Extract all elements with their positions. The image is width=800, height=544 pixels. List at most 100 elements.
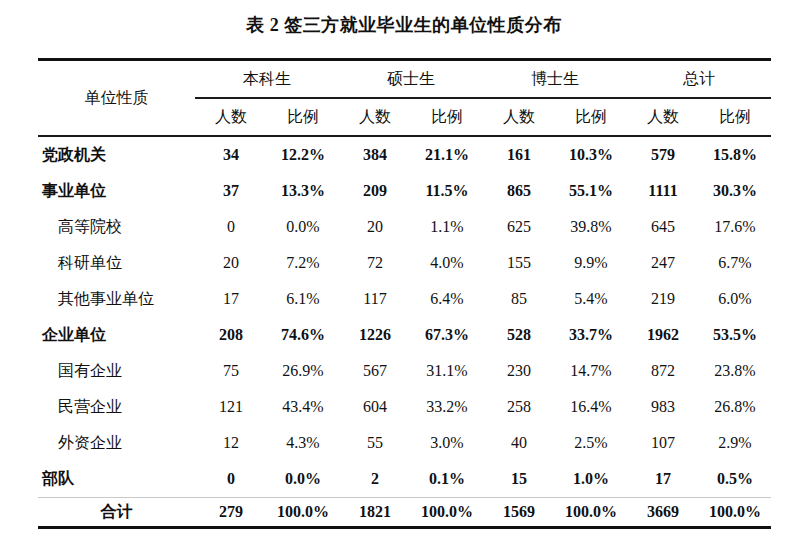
count-cell: 230 [483, 353, 555, 389]
ratio-cell: 7.2% [267, 245, 339, 281]
ratio-cell: 6.1% [267, 281, 339, 317]
count-cell: 107 [627, 425, 699, 461]
count-cell: 15 [483, 461, 555, 498]
count-cell: 528 [483, 317, 555, 353]
count-cell: 219 [627, 281, 699, 317]
count-cell: 384 [339, 136, 411, 173]
ratio-cell: 0.5% [699, 461, 771, 498]
count-cell: 20 [339, 209, 411, 245]
group-header-total: 总计 [627, 60, 771, 99]
count-cell: 567 [339, 353, 411, 389]
table-row: 科研单位207.2%724.0%1559.9%2476.7% [38, 245, 771, 281]
ratio-cell: 11.5% [411, 173, 483, 209]
ratio-cell: 53.5% [699, 317, 771, 353]
count-cell: 37 [195, 173, 267, 209]
row-label: 国有企业 [38, 353, 195, 389]
subheader-count: 人数 [195, 98, 267, 136]
row-label: 其他事业单位 [38, 281, 195, 317]
table-row: 高等院校00.0%201.1%62539.8%64517.6% [38, 209, 771, 245]
count-cell: 85 [483, 281, 555, 317]
count-cell: 155 [483, 245, 555, 281]
ratio-cell: 33.2% [411, 389, 483, 425]
ratio-cell: 15.8% [699, 136, 771, 173]
table-header: 单位性质 本科生 硕士生 博士生 总计 人数 比例 人数 比例 人数 比例 人数… [38, 60, 771, 137]
row-label: 外资企业 [38, 425, 195, 461]
ratio-cell: 30.3% [699, 173, 771, 209]
count-cell: 247 [627, 245, 699, 281]
ratio-cell: 14.7% [555, 353, 627, 389]
subheader-count: 人数 [627, 98, 699, 136]
ratio-cell: 31.1% [411, 353, 483, 389]
ratio-cell: 100.0% [411, 498, 483, 528]
group-header-row: 单位性质 本科生 硕士生 博士生 总计 [38, 60, 771, 99]
count-cell: 1962 [627, 317, 699, 353]
ratio-cell: 4.3% [267, 425, 339, 461]
count-cell: 1111 [627, 173, 699, 209]
subheader-ratio: 比例 [699, 98, 771, 136]
row-label: 高等院校 [38, 209, 195, 245]
table-row: 民营企业12143.4%60433.2%25816.4%98326.8% [38, 389, 771, 425]
count-cell: 12 [195, 425, 267, 461]
ratio-cell: 1.0% [555, 461, 627, 498]
count-cell: 72 [339, 245, 411, 281]
ratio-cell: 100.0% [267, 498, 339, 528]
count-cell: 3669 [627, 498, 699, 528]
ratio-cell: 55.1% [555, 173, 627, 209]
subheader-ratio: 比例 [411, 98, 483, 136]
row-label: 民营企业 [38, 389, 195, 425]
count-cell: 865 [483, 173, 555, 209]
subheader-ratio: 比例 [267, 98, 339, 136]
subheader-count: 人数 [483, 98, 555, 136]
ratio-cell: 10.3% [555, 136, 627, 173]
table-row: 其他事业单位176.1%1176.4%855.4%2196.0% [38, 281, 771, 317]
row-label: 科研单位 [38, 245, 195, 281]
row-label: 企业单位 [38, 317, 195, 353]
count-cell: 604 [339, 389, 411, 425]
ratio-cell: 26.9% [267, 353, 339, 389]
ratio-cell: 43.4% [267, 389, 339, 425]
ratio-cell: 4.0% [411, 245, 483, 281]
ratio-cell: 0.0% [267, 461, 339, 498]
table-row: 企业单位20874.6%122667.3%52833.7%196253.5% [38, 317, 771, 353]
table-row: 部队00.0%20.1%151.0%170.5% [38, 461, 771, 498]
count-cell: 209 [339, 173, 411, 209]
table-row: 国有企业7526.9%56731.1%23014.7%87223.8% [38, 353, 771, 389]
ratio-cell: 1.1% [411, 209, 483, 245]
ratio-cell: 100.0% [699, 498, 771, 528]
count-cell: 2 [339, 461, 411, 498]
count-cell: 625 [483, 209, 555, 245]
count-cell: 279 [195, 498, 267, 528]
count-cell: 20 [195, 245, 267, 281]
group-header-doctor: 博士生 [483, 60, 627, 99]
ratio-cell: 26.8% [699, 389, 771, 425]
ratio-cell: 67.3% [411, 317, 483, 353]
count-cell: 17 [195, 281, 267, 317]
ratio-cell: 5.4% [555, 281, 627, 317]
document-page: 表 2 签三方就业毕业生的单位性质分布 单位性质 本科生 硕士生 博士生 总计 … [0, 0, 800, 544]
count-cell: 579 [627, 136, 699, 173]
ratio-cell: 6.4% [411, 281, 483, 317]
count-cell: 0 [195, 461, 267, 498]
ratio-cell: 33.7% [555, 317, 627, 353]
count-cell: 0 [195, 209, 267, 245]
row-label: 党政机关 [38, 136, 195, 173]
count-cell: 34 [195, 136, 267, 173]
count-cell: 1226 [339, 317, 411, 353]
count-cell: 258 [483, 389, 555, 425]
subheader-ratio: 比例 [555, 98, 627, 136]
subheader-count: 人数 [339, 98, 411, 136]
group-header-master: 硕士生 [339, 60, 483, 99]
table-row: 事业单位3713.3%20911.5%86555.1%111130.3% [38, 173, 771, 209]
row-label: 合计 [38, 498, 195, 528]
count-cell: 55 [339, 425, 411, 461]
table-row: 党政机关3412.2%38421.1%16110.3%57915.8% [38, 136, 771, 173]
ratio-cell: 2.9% [699, 425, 771, 461]
count-cell: 1821 [339, 498, 411, 528]
table-body: 党政机关3412.2%38421.1%16110.3%57915.8%事业单位3… [38, 136, 771, 528]
ratio-cell: 0.0% [267, 209, 339, 245]
count-cell: 872 [627, 353, 699, 389]
column-header-unit-type: 单位性质 [38, 60, 195, 137]
ratio-cell: 0.1% [411, 461, 483, 498]
table-row: 合计279100.0%1821100.0%1569100.0%3669100.0… [38, 498, 771, 528]
count-cell: 1569 [483, 498, 555, 528]
